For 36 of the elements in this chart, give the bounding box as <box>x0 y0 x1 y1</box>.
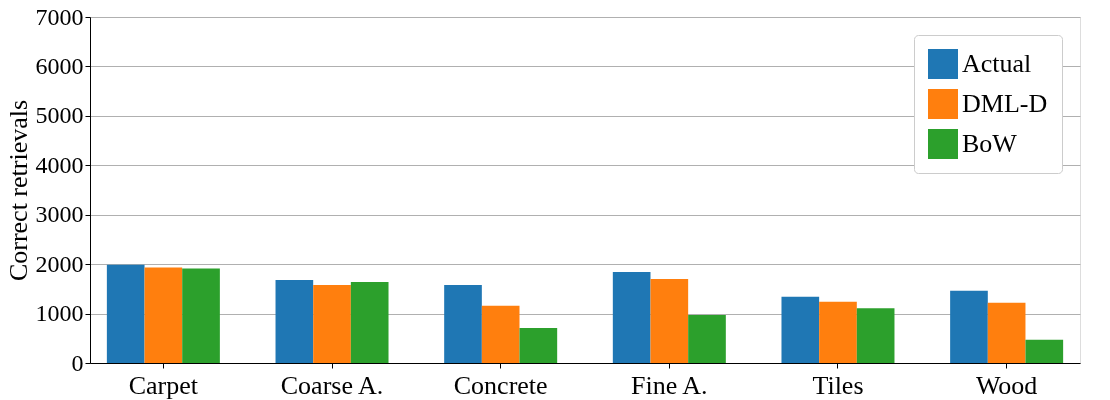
bar <box>650 278 689 363</box>
bar <box>612 272 651 363</box>
x-tick-label: Tiles <box>812 370 864 400</box>
bar <box>688 315 726 363</box>
bar <box>950 290 988 363</box>
x-tick-label: Concrete <box>453 370 548 400</box>
bar <box>182 268 220 363</box>
bar <box>481 305 520 363</box>
y-tick-label: 6000 <box>35 52 84 79</box>
y-tick-label: 0 <box>71 349 84 376</box>
bar <box>275 279 314 363</box>
y-tick-label: 4000 <box>35 151 84 178</box>
bar <box>856 308 895 363</box>
x-tick-label: Wood <box>975 370 1038 400</box>
y-tick-label: 7000 <box>35 3 84 30</box>
x-tick-label: Carpet <box>128 370 199 400</box>
bar <box>350 281 389 363</box>
bar <box>1025 339 1064 363</box>
y-tick-label: 2000 <box>35 250 84 277</box>
y-axis-title: Correct retrievals <box>3 99 33 282</box>
y-tick-label: 5000 <box>35 102 84 129</box>
bar <box>519 327 558 363</box>
legend-label: Actual <box>962 49 1032 78</box>
bar <box>987 302 1026 363</box>
legend-label: DML-D <box>962 89 1048 118</box>
bar <box>819 301 857 363</box>
y-tick-label: 1000 <box>35 300 84 327</box>
x-tick-label: Fine A. <box>631 370 708 400</box>
legend-label: BoW <box>962 129 1018 158</box>
bar <box>106 264 145 363</box>
bar <box>313 284 351 363</box>
bar <box>781 296 820 363</box>
bar <box>444 284 482 363</box>
x-tick-label: Coarse A. <box>280 370 384 400</box>
y-tick-label: 3000 <box>35 201 84 228</box>
bar <box>144 267 183 363</box>
